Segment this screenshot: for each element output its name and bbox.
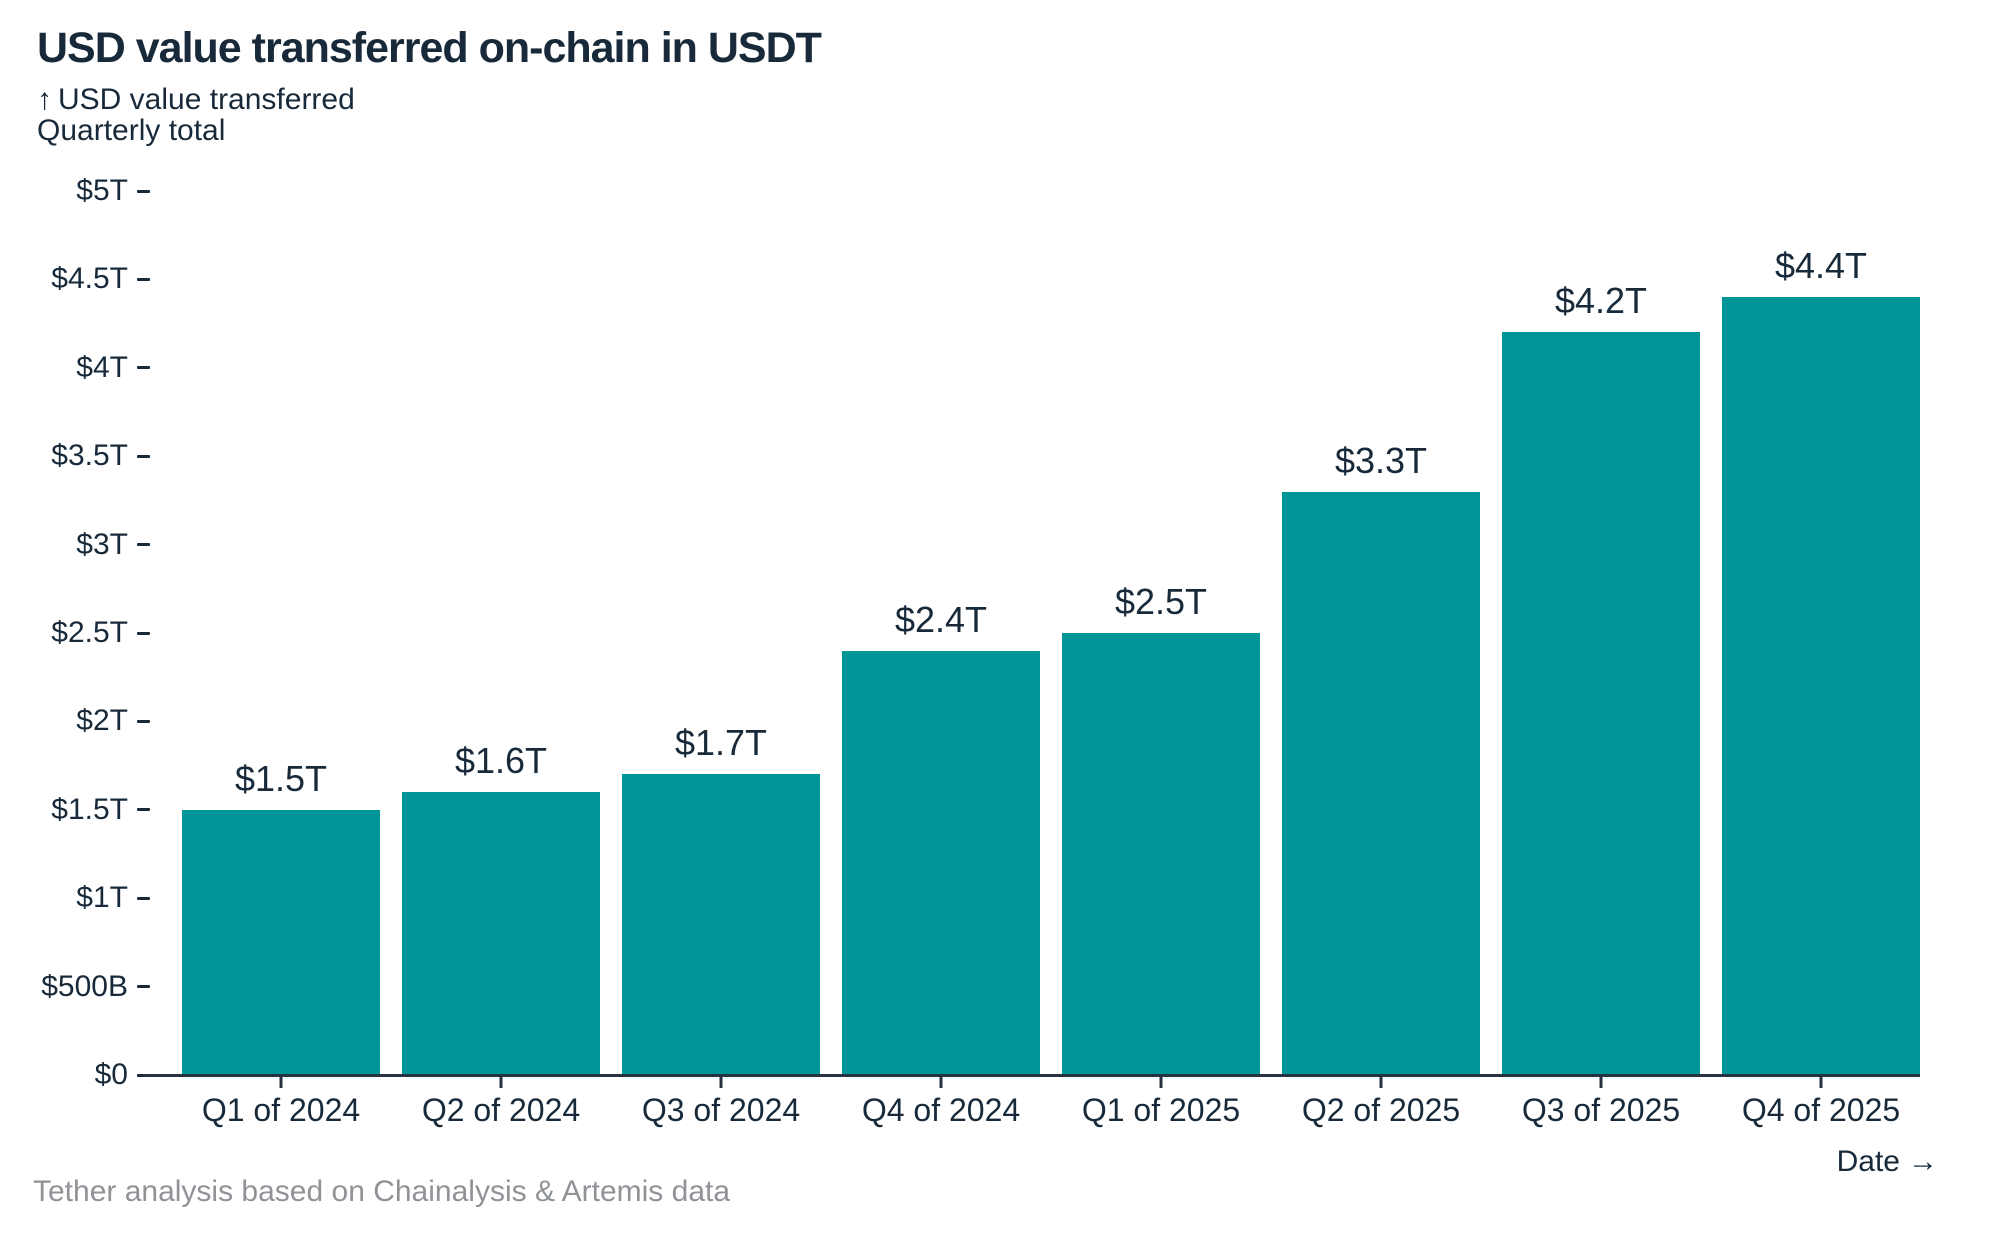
x-tick-label: Q3 of 2024 <box>641 1092 801 1128</box>
y-tick-label: $5T <box>76 174 128 207</box>
y-tick: $500B <box>41 970 150 1004</box>
x-tick-label: Q1 of 2024 <box>201 1092 361 1128</box>
x-tick-label: Q2 of 2025 <box>1301 1092 1461 1128</box>
y-tick: $4.5T <box>51 262 150 296</box>
x-tick-mark <box>1379 1077 1383 1088</box>
y-tick-dash <box>137 277 150 281</box>
x-axis-line <box>143 1073 1920 1077</box>
y-axis-annotation: ↑ USD value transferred Quarterly total <box>37 84 355 146</box>
x-tick-label: Q4 of 2025 <box>1741 1092 1901 1128</box>
bar-value-label: $4.2T <box>1554 280 1648 322</box>
y-tick-label: $0 <box>94 1058 128 1091</box>
x-tick-mark <box>1159 1077 1163 1088</box>
up-arrow-icon: ↑ <box>37 83 52 116</box>
footer-source-note: Tether analysis based on Chainalysis & A… <box>33 1175 731 1208</box>
plot-area: $1.5T Q1 of 2024 $1.6T Q2 of 2024 $1.7T Q3 of… <box>143 191 1920 1128</box>
y-tick-dash <box>137 366 150 370</box>
y-tick: $5T <box>76 174 150 208</box>
x-tick-mark <box>1819 1077 1823 1088</box>
y-tick-dash <box>137 631 150 635</box>
y-tick-dash <box>137 189 150 193</box>
x-tick-mark <box>939 1077 943 1088</box>
y-tick-label: $1T <box>76 881 128 915</box>
y-tick-dash <box>137 808 150 812</box>
x-tick-mark <box>279 1077 283 1088</box>
bar-q2-of-2025: $3.3T Q2 of 2025 <box>1282 440 1480 1128</box>
bar-value-label: $4.4T <box>1774 245 1868 287</box>
x-axis-annotation: Date → <box>1837 1145 1938 1179</box>
bar-value-label: $1.5T <box>234 757 328 799</box>
bar-value-label: $1.6T <box>454 740 548 782</box>
y-tick: $2.5T <box>51 616 150 650</box>
y-tick-dash <box>137 896 150 900</box>
y-tick: $4T <box>76 351 150 385</box>
x-tick-mark <box>499 1077 503 1088</box>
bar-q4-of-2024: $2.4T Q4 of 2024 <box>842 599 1040 1128</box>
y-tick-label: $3.5T <box>51 439 128 473</box>
y-tick: $1T <box>76 881 150 915</box>
bar-q1-of-2024: $1.5T Q1 of 2024 <box>182 758 380 1128</box>
y-tick-label: $2.5T <box>51 616 128 649</box>
bar-q3-of-2025: $4.2T Q3 of 2025 <box>1502 280 1700 1128</box>
y-tick-dash <box>137 543 150 547</box>
y-tick: $3T <box>76 528 150 562</box>
y-axis: $0 $500B $1T $1.5T $2T $2.5T $3T $3.5T $4T $4.5T $… <box>0 174 150 1091</box>
y-tick-dash <box>137 985 150 989</box>
bar-value-label: $2.4T <box>894 598 988 640</box>
y-tick-dash <box>137 719 150 723</box>
x-tick-label: Q1 of 2025 <box>1081 1092 1241 1128</box>
y-tick: $3.5T <box>51 439 150 473</box>
x-tick-mark <box>1599 1077 1603 1088</box>
bar-value-label: $1.7T <box>674 722 768 764</box>
bar-q3-of-2024: $1.7T Q3 of 2024 <box>622 722 820 1128</box>
y-tick-label: $2T <box>76 704 128 738</box>
x-annotation-text: Date <box>1836 1145 1900 1178</box>
y-tick-label: $4T <box>76 350 128 384</box>
y-tick-dash <box>137 454 150 458</box>
bar-q2-of-2024: $1.6T Q2 of 2024 <box>402 740 600 1128</box>
x-tick-mark <box>719 1077 723 1088</box>
y-tick-label: $3T <box>76 527 128 561</box>
bar-value-label: $2.5T <box>1114 581 1208 622</box>
x-tick-label: Q2 of 2024 <box>421 1092 581 1128</box>
y-annotation-line1: ↑ USD value transferred <box>37 84 355 115</box>
y-tick-label: $4.5T <box>51 262 128 296</box>
bar-q1-of-2025: $2.5T Q1 of 2025 <box>1062 581 1260 1128</box>
y-tick: $0 <box>95 1058 150 1092</box>
y-tick: $1.5T <box>51 793 150 827</box>
right-arrow-icon: → <box>1908 1145 1938 1178</box>
bar-q4-of-2025: $4.4T Q4 of 2025 <box>1722 245 1920 1128</box>
x-tick-label: Q3 of 2025 <box>1521 1092 1681 1128</box>
y-tick: $2T <box>76 704 150 738</box>
bar-value-label: $3.3T <box>1334 439 1428 481</box>
y-tick-label: $500B <box>41 969 128 1003</box>
chart-title: USD value transferred on-chain in USDT <box>37 24 822 72</box>
y-annotation-text: USD value transferred <box>58 83 355 116</box>
y-tick-label: $1.5T <box>51 792 128 826</box>
x-tick-label: Q4 of 2024 <box>861 1092 1021 1128</box>
y-annotation-line2: Quarterly total <box>37 114 226 147</box>
